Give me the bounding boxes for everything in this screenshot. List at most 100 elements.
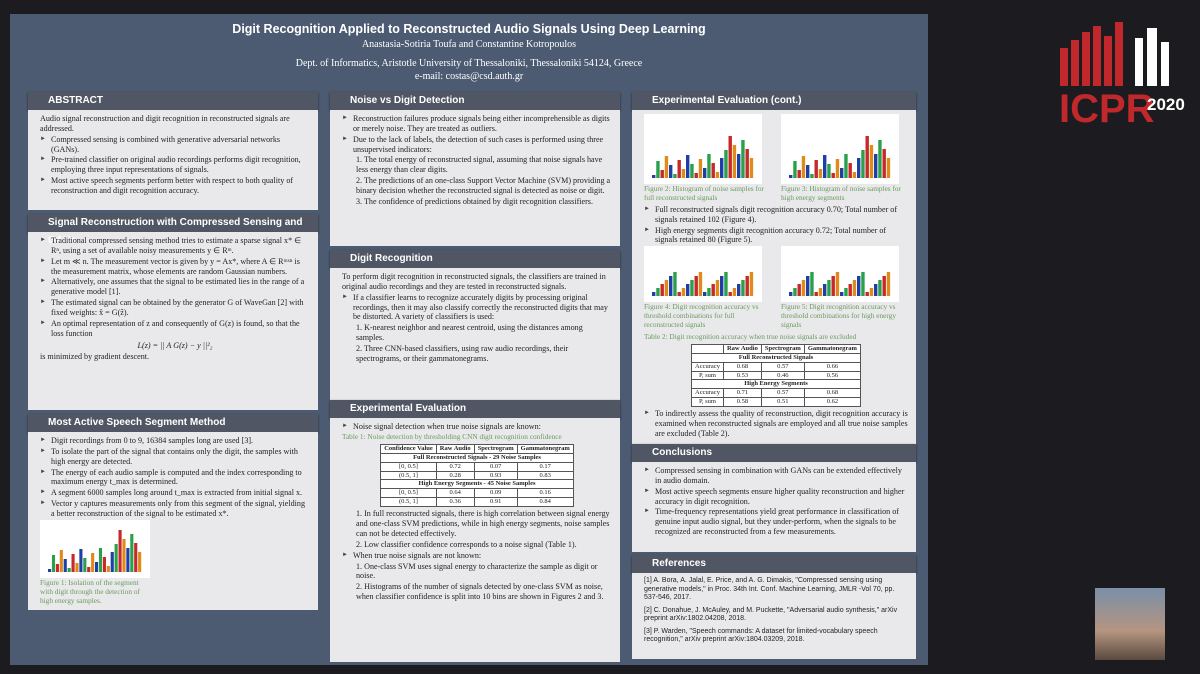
section-body: Reconstruction failures produce signals … [330, 110, 620, 246]
section-body: Figure 2: Histogram of noise samples for… [632, 110, 916, 446]
table-header: Spectrogram [760, 343, 805, 354]
section: ABSTRACT Audio signal reconstruction and … [28, 92, 318, 210]
numbered-item: 2. The predictions of an one-class Suppo… [356, 176, 611, 196]
numbered-item: 1. The total energy of reconstructed sig… [356, 155, 603, 175]
table-cell: 0.71 [722, 388, 762, 399]
bullet: Noise signal detection when true noise s… [342, 422, 612, 432]
figure-row: Figure 4: Digit recognition accuracy vs … [644, 246, 908, 332]
numbered-item: 1. In full reconstructed signals, there … [356, 509, 610, 538]
table-cell: 0.57 [760, 361, 805, 372]
table-header: Gammatonegram [803, 343, 861, 354]
bullet: Due to the lack of labels, the detection… [342, 135, 612, 155]
section-header: Signal Reconstruction with Compressed Se… [28, 214, 318, 246]
table-cell: 0.68 [803, 388, 861, 399]
table-cell: Full Reconstructed Signals [691, 352, 861, 363]
table-row: P, sum 0.53 0.46 0.56 [691, 370, 861, 381]
poster: Digit Recognition Applied to Reconstruct… [10, 14, 928, 665]
table-cell: P, sum [691, 397, 724, 408]
section: Digit Recognition To perform digit recogn… [330, 250, 620, 400]
bullet: Pre-trained classifier on original audio… [40, 155, 310, 175]
bullet: The energy of each audio sample is compu… [40, 468, 310, 488]
figure-plot [781, 114, 899, 184]
figure: Figure 5: Digit recognition accuracy vs … [781, 246, 908, 332]
table-caption: Table 2: Digit recognition accuracy when… [644, 331, 857, 341]
table-row: Full Reconstructed Signals [691, 352, 861, 363]
bullet: Compressed sensing is combined with gene… [40, 135, 310, 155]
bullet: If a classifier learns to recognize accu… [342, 293, 612, 323]
table-row: Accuracy 0.71 0.57 0.68 [691, 388, 861, 399]
figure: Figure 4: Digit recognition accuracy vs … [644, 246, 771, 332]
table-cell: 0.07 [473, 461, 518, 472]
table-cell: 0.09 [473, 488, 518, 499]
table-cell: Accuracy [691, 388, 724, 399]
paragraph: To perform digit recognition in reconstr… [342, 272, 606, 291]
equation: L(z) = || A G(z) − y ||²₂ [137, 340, 213, 350]
section-body: Digit recordings from 0 to 9, 16384 samp… [28, 432, 318, 610]
section: Experimental Evaluation Noise signal dete… [330, 400, 620, 662]
numbered-item: 3. The confidence of predictions obtaine… [356, 196, 593, 206]
section: Signal Reconstruction with Compressed Se… [28, 214, 318, 410]
numbered-item: 1. K-nearest neighbor and nearest centro… [356, 323, 583, 343]
section-body: [1] A. Bora, A. Jalal, E. Price, and A. … [632, 573, 916, 659]
bullet: Alternatively, one assumes that the sign… [40, 277, 310, 297]
table-cell: 0.93 [473, 470, 518, 481]
table-cell: [0, 0.5] [380, 488, 437, 499]
bullet: Most active speech segments perform bett… [40, 176, 310, 196]
bullet: Time-frequency representations yield gre… [644, 507, 908, 537]
table-cell: 0.46 [760, 370, 805, 381]
figure-caption: Figure 3: Histogram of noise samples for… [781, 184, 901, 202]
table-cell: Full Reconstructed Signals - 29 Noise Sa… [380, 452, 574, 463]
table-cell: 0.62 [803, 397, 861, 408]
table-row: Confidence Value Raw Audio Spectrogram Gamm… [380, 443, 574, 454]
table-row: (0.5, 1] 0.28 0.93 0.83 [380, 470, 574, 481]
numbered-item: 2. Low classifier confidence corresponds… [356, 539, 577, 549]
numbered-item: 2. Histograms of the number of signals d… [356, 582, 604, 602]
section: Experimental Evaluation (cont.) Figure 2:… [632, 92, 916, 446]
paragraph: is minimized by gradient descent. [40, 352, 150, 362]
figure-plot [644, 246, 762, 303]
table-header: Spectrogram [473, 443, 518, 454]
table-row: High Energy Segments [691, 379, 861, 390]
table-row: Accuracy 0.68 0.57 0.66 [691, 361, 861, 372]
paragraph: Audio signal reconstruction and digit re… [40, 114, 290, 133]
table-cell: (0.5, 1] [380, 497, 437, 508]
table-row: High Energy Segments - 45 Noise Samples [380, 479, 574, 490]
table-cell: 0.28 [435, 470, 475, 481]
figure-caption: Figure 4: Digit recognition accuracy vs … [644, 302, 759, 329]
bullet: An optimal representation of z and conse… [40, 319, 310, 339]
table-caption: Table 1: Noise detection by thresholding… [342, 431, 562, 441]
table-cell: 0.36 [435, 497, 475, 508]
table-row: [0, 0.5] 0.72 0.07 0.17 [380, 461, 574, 472]
bullet: Most active speech segments ensure highe… [644, 487, 908, 507]
section-header: ABSTRACT [28, 92, 318, 110]
section: References [1] A. Bora, A. Jalal, E. Pric… [632, 555, 916, 659]
bullet: Digit recordings from 0 to 9, 16384 samp… [40, 436, 310, 446]
table-cell: Accuracy [691, 361, 724, 372]
logo-year: 2020 [1147, 95, 1185, 114]
figure-caption: Figure 2: Histogram of noise samples for… [644, 184, 764, 202]
table-header: Confidence Value [380, 443, 437, 454]
section-header: Experimental Evaluation [330, 400, 620, 418]
section-header: Noise vs Digit Detection [330, 92, 620, 110]
section-header: Most Active Speech Segment Method [28, 414, 318, 432]
reference: [2] C. Donahue, J. McAuley, and M. Pucke… [644, 606, 898, 623]
logo: ICPR 2020 [1059, 22, 1185, 131]
webcam [1095, 588, 1165, 660]
table-row: Raw Audio Spectrogram Gammatonegram [691, 343, 861, 354]
section-body: Noise signal detection when true noise s… [330, 418, 620, 662]
table-cell: 0.17 [516, 461, 574, 472]
bullet: Compressed sensing in combination with G… [644, 466, 908, 486]
section-header: Digit Recognition [330, 250, 620, 268]
table-cell: P, sum [691, 370, 724, 381]
table: Raw Audio Spectrogram Gammatonegram Full Re… [691, 343, 861, 408]
section-body: Audio signal reconstruction and digit re… [28, 110, 318, 210]
table-cell: 0.57 [760, 388, 805, 399]
table-cell: 0.51 [760, 397, 805, 408]
table-cell: High Energy Segments - 45 Noise Samples [380, 479, 574, 490]
figure-plot [40, 519, 150, 578]
logo-text: ICPR [1059, 87, 1155, 131]
bullet: Full reconstructed signals digit recogni… [644, 205, 908, 225]
table-cell: (0.5, 1] [380, 470, 437, 481]
table-row: P, sum 0.58 0.51 0.62 [691, 397, 861, 408]
